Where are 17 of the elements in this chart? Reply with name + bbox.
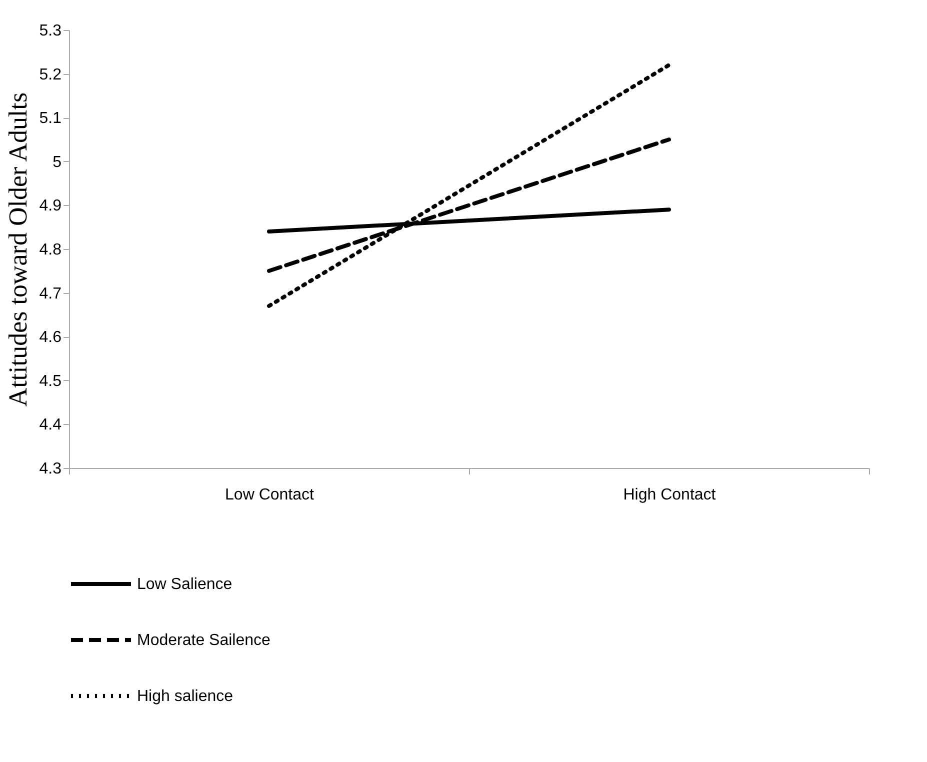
x-tick-label: Low Contact	[225, 486, 315, 504]
y-tick-label: 4.5	[39, 372, 62, 390]
y-tick-label: 4.9	[39, 198, 62, 215]
y-tick-label: 5.1	[39, 110, 62, 128]
y-tick-label: 5	[52, 154, 62, 171]
y-axis-title: Attitudes toward Older Adults	[3, 92, 32, 407]
y-tick-label: 4.7	[39, 285, 62, 302]
y-tick-label: 4.4	[39, 416, 62, 434]
x-tick-label: High Contact	[623, 486, 716, 504]
y-tick-label: 5.3	[39, 22, 62, 40]
legend-label: Low Salience	[137, 576, 232, 593]
y-tick-label: 5.2	[39, 66, 62, 84]
y-tick-label: 4.8	[39, 242, 62, 258]
legend-label: High salience	[137, 688, 234, 705]
y-tick-label: 4.6	[39, 329, 62, 346]
y-tick-label: 4.3	[39, 460, 62, 478]
legend-label: Moderate Sailence	[137, 632, 271, 649]
